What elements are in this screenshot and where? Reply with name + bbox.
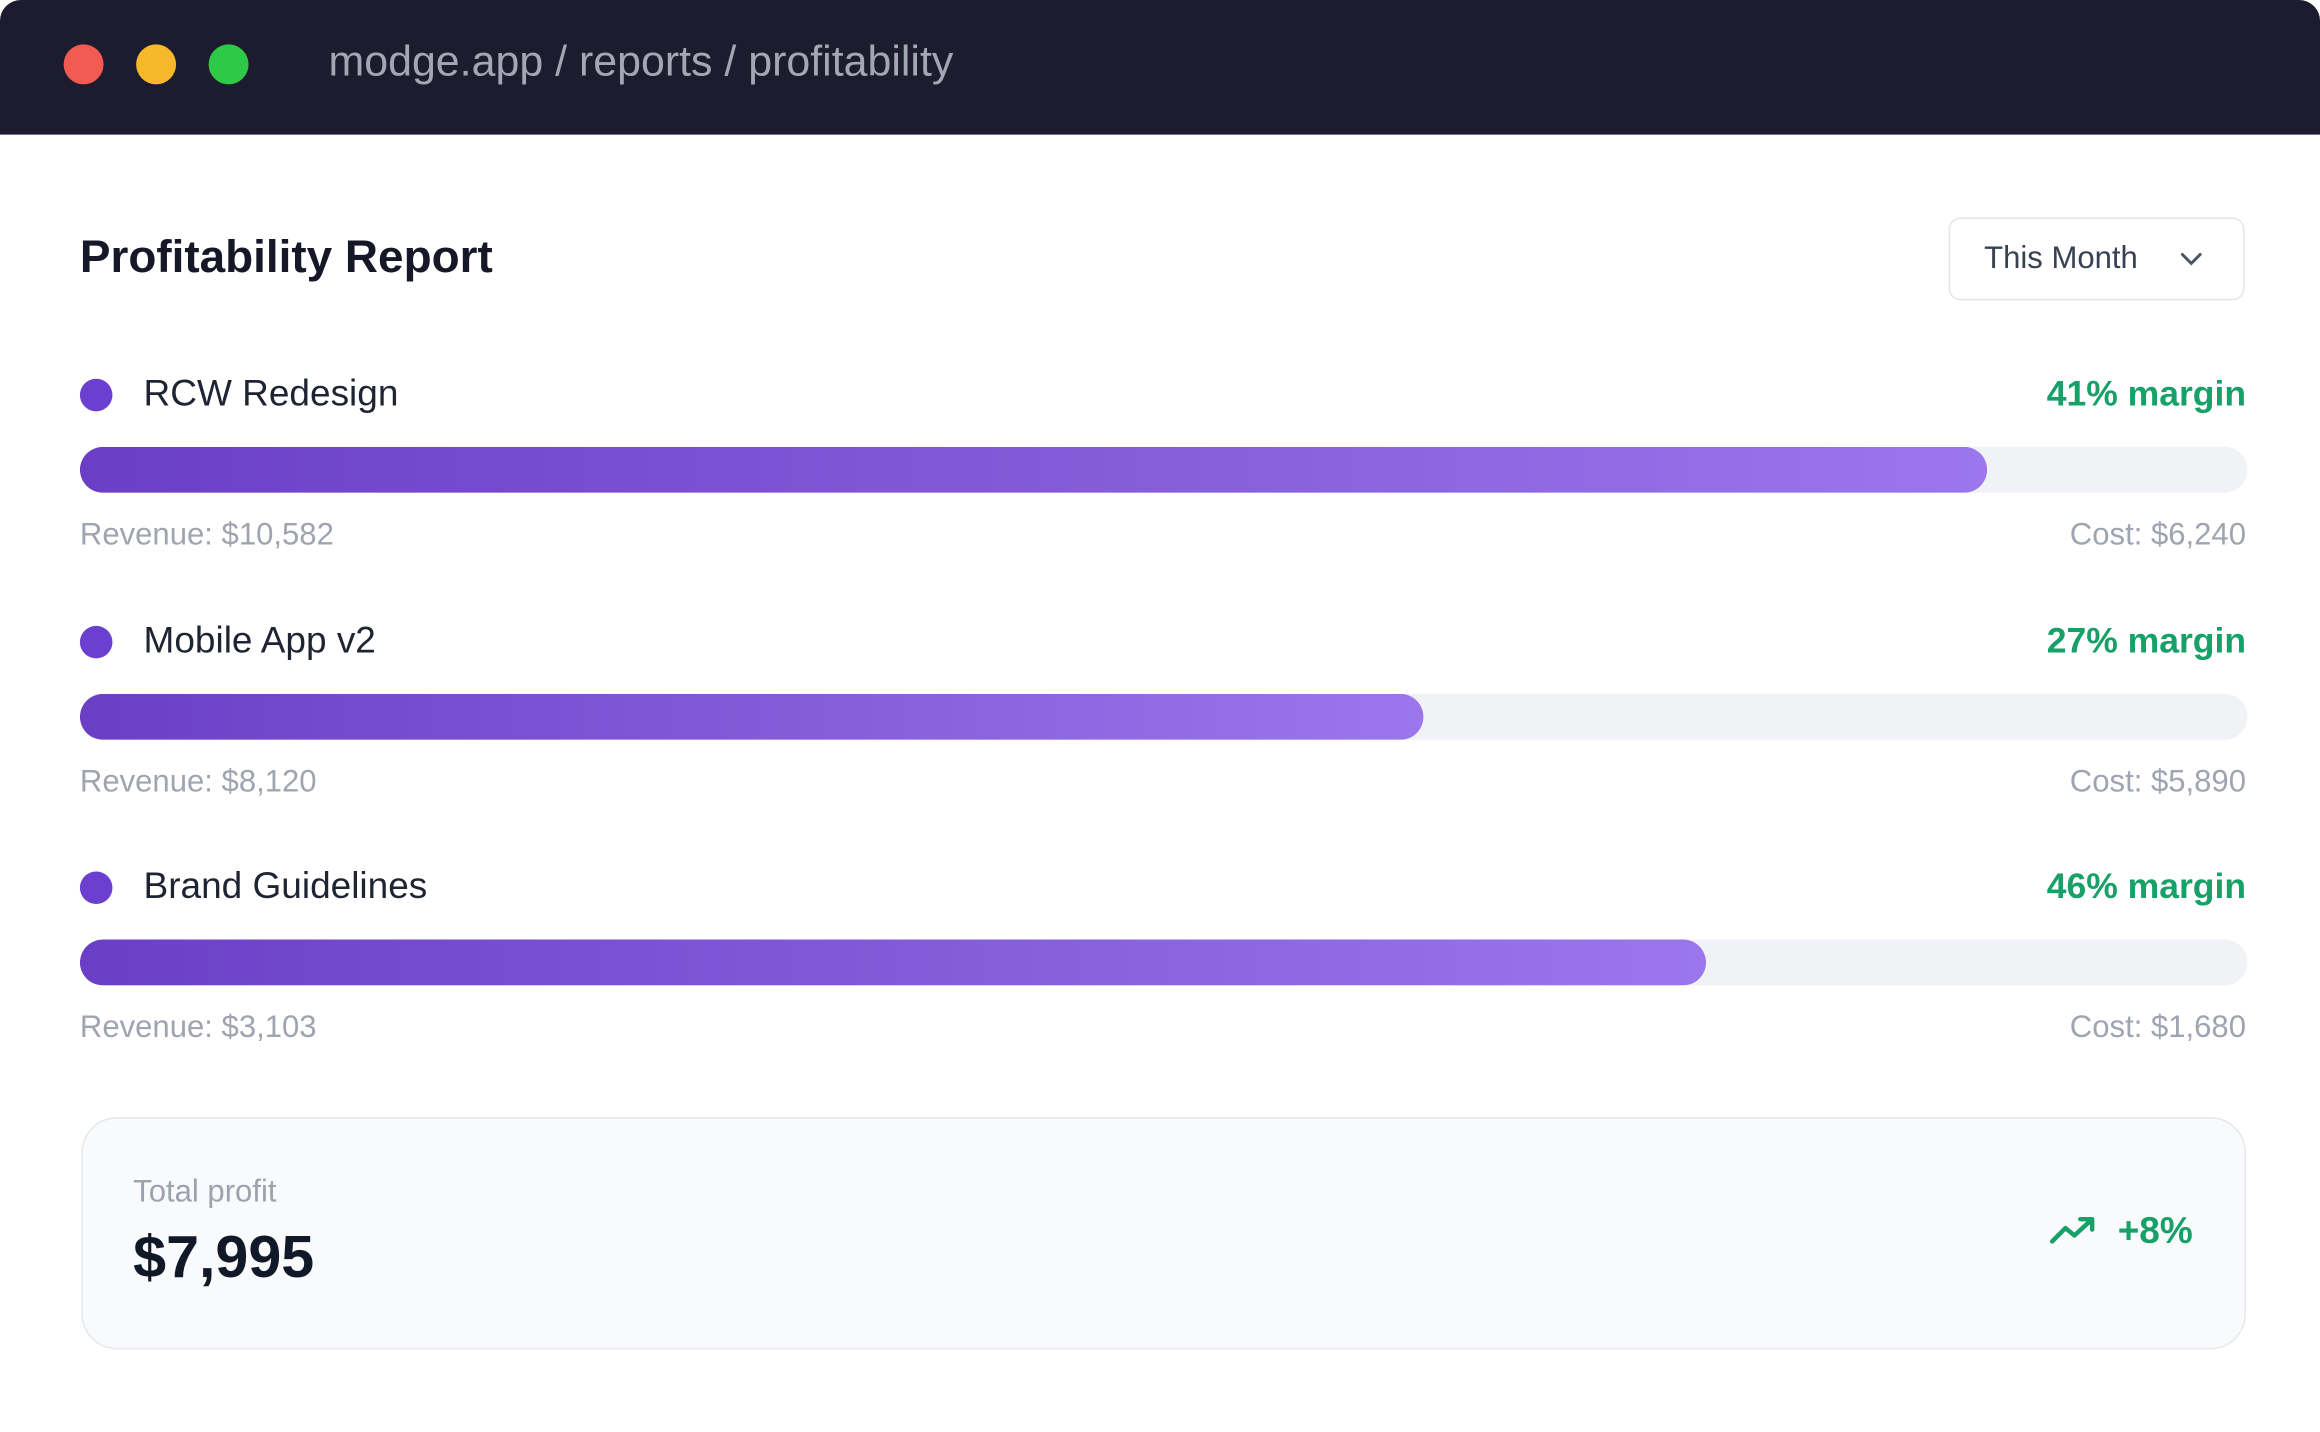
project-name: Mobile App v2 — [143, 619, 376, 661]
total-value: $7,995 — [133, 1225, 315, 1291]
chevron-icon — [2180, 253, 2202, 266]
revenue: Revenue: $8,120 — [79, 764, 317, 799]
progress-bar — [79, 939, 1706, 986]
project-name: RCW Redesign — [143, 372, 399, 415]
minimize-button[interactable] — [136, 44, 177, 85]
project-margin: 41% margin — [2046, 374, 2247, 415]
project-margin: 46% margin — [2046, 867, 2247, 907]
cost: Cost: $1,680 — [2069, 1010, 2247, 1045]
revenue: Revenue: $10,582 — [79, 517, 334, 552]
project-dot — [79, 871, 113, 905]
total-label: Total profit — [133, 1174, 277, 1209]
close-button[interactable] — [63, 44, 104, 85]
progress-track — [79, 446, 2248, 493]
cost: Cost: $5,890 — [2069, 764, 2247, 799]
progress-track — [79, 939, 2248, 986]
trend-icon — [2049, 1216, 2095, 1244]
project-margin: 27% margin — [2046, 620, 2247, 661]
total-card: Total profit $7,995 +8% — [81, 1117, 2247, 1350]
period-label: This Month — [1984, 241, 2138, 276]
total-change: +8% — [2117, 1210, 2193, 1252]
maximize-button[interactable] — [208, 44, 249, 85]
title-bar: modge.app / reports / profitability — [0, 0, 2320, 135]
url: modge.app / reports / profitability — [328, 38, 954, 86]
project-name: Brand Guidelines — [143, 865, 428, 907]
period-dropdown[interactable]: This Month — [1948, 217, 2245, 301]
revenue: Revenue: $3,103 — [79, 1010, 317, 1045]
progress-bar — [79, 693, 1424, 740]
project-dot — [79, 378, 113, 412]
progress-bar — [79, 446, 1988, 493]
report-title: Profitability Report — [79, 230, 493, 283]
project-dot — [79, 625, 113, 658]
progress-track — [79, 693, 2248, 740]
cost: Cost: $6,240 — [2069, 517, 2247, 552]
